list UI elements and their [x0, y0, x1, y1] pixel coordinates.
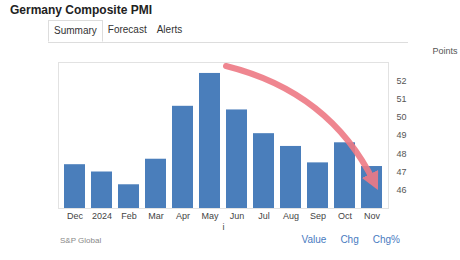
html-text:Summary: Summary [54, 25, 97, 36]
html-text:Alerts: Alerts [156, 24, 183, 35]
html-text:Forecast: Forecast [107, 24, 147, 35]
html-text:Chg: Chg [340, 234, 359, 245]
svg-text:49: 49 [397, 130, 407, 140]
html-text:Chg%: Chg% [372, 234, 400, 245]
svg-text:Points: Points [432, 46, 458, 56]
svg-text:50: 50 [397, 112, 407, 122]
html-text:Value: Value [301, 234, 327, 245]
svg-text:51: 51 [397, 94, 407, 104]
html-text:Germany Composite PMI: Germany Composite PMI [10, 3, 152, 17]
svg-text:Aug: Aug [283, 211, 299, 221]
svg-text:2024: 2024 [92, 211, 112, 221]
svg-text:Oct: Oct [338, 211, 353, 221]
svg-text:Jul: Jul [258, 211, 270, 221]
svg-text:Dec: Dec [67, 211, 84, 221]
svg-text:Sep: Sep [310, 211, 326, 221]
html-text:S&P Global: S&P Global [60, 236, 102, 245]
svg-text:Mar: Mar [148, 211, 164, 221]
svg-text:May: May [201, 211, 219, 221]
svg-text:52: 52 [397, 76, 407, 86]
svg-text:46: 46 [397, 185, 407, 195]
svg-text:47: 47 [397, 167, 407, 177]
svg-text:48: 48 [397, 149, 407, 159]
svg-text:Feb: Feb [121, 211, 137, 221]
svg-text:Apr: Apr [176, 211, 190, 221]
svg-text:Jun: Jun [230, 211, 245, 221]
svg-text:Nov: Nov [364, 211, 381, 221]
svg-text:i: i [223, 222, 225, 232]
